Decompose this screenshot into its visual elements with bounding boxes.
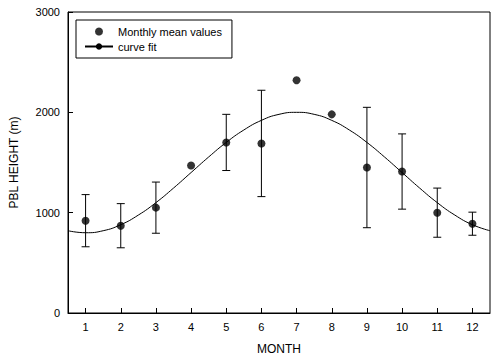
svg-text:curve fit: curve fit bbox=[118, 41, 157, 53]
svg-text:12: 12 bbox=[466, 321, 478, 333]
svg-text:PBL HEIGHT (m): PBL HEIGHT (m) bbox=[7, 116, 21, 208]
svg-text:10: 10 bbox=[396, 321, 408, 333]
svg-text:8: 8 bbox=[329, 321, 335, 333]
svg-text:MONTH: MONTH bbox=[257, 342, 301, 356]
svg-text:11: 11 bbox=[432, 321, 443, 333]
svg-text:2: 2 bbox=[118, 321, 124, 333]
svg-text:4: 4 bbox=[188, 321, 194, 333]
svg-text:3000: 3000 bbox=[36, 6, 60, 18]
svg-text:3: 3 bbox=[153, 321, 159, 333]
svg-text:5: 5 bbox=[223, 321, 229, 333]
svg-text:7: 7 bbox=[294, 321, 300, 333]
svg-text:1000: 1000 bbox=[36, 207, 60, 219]
svg-text:Monthly mean values: Monthly mean values bbox=[118, 26, 222, 38]
svg-text:1: 1 bbox=[83, 321, 89, 333]
svg-text:6: 6 bbox=[258, 321, 264, 333]
svg-text:0: 0 bbox=[54, 307, 60, 319]
svg-text:2000: 2000 bbox=[36, 106, 60, 118]
svg-text:9: 9 bbox=[364, 321, 370, 333]
